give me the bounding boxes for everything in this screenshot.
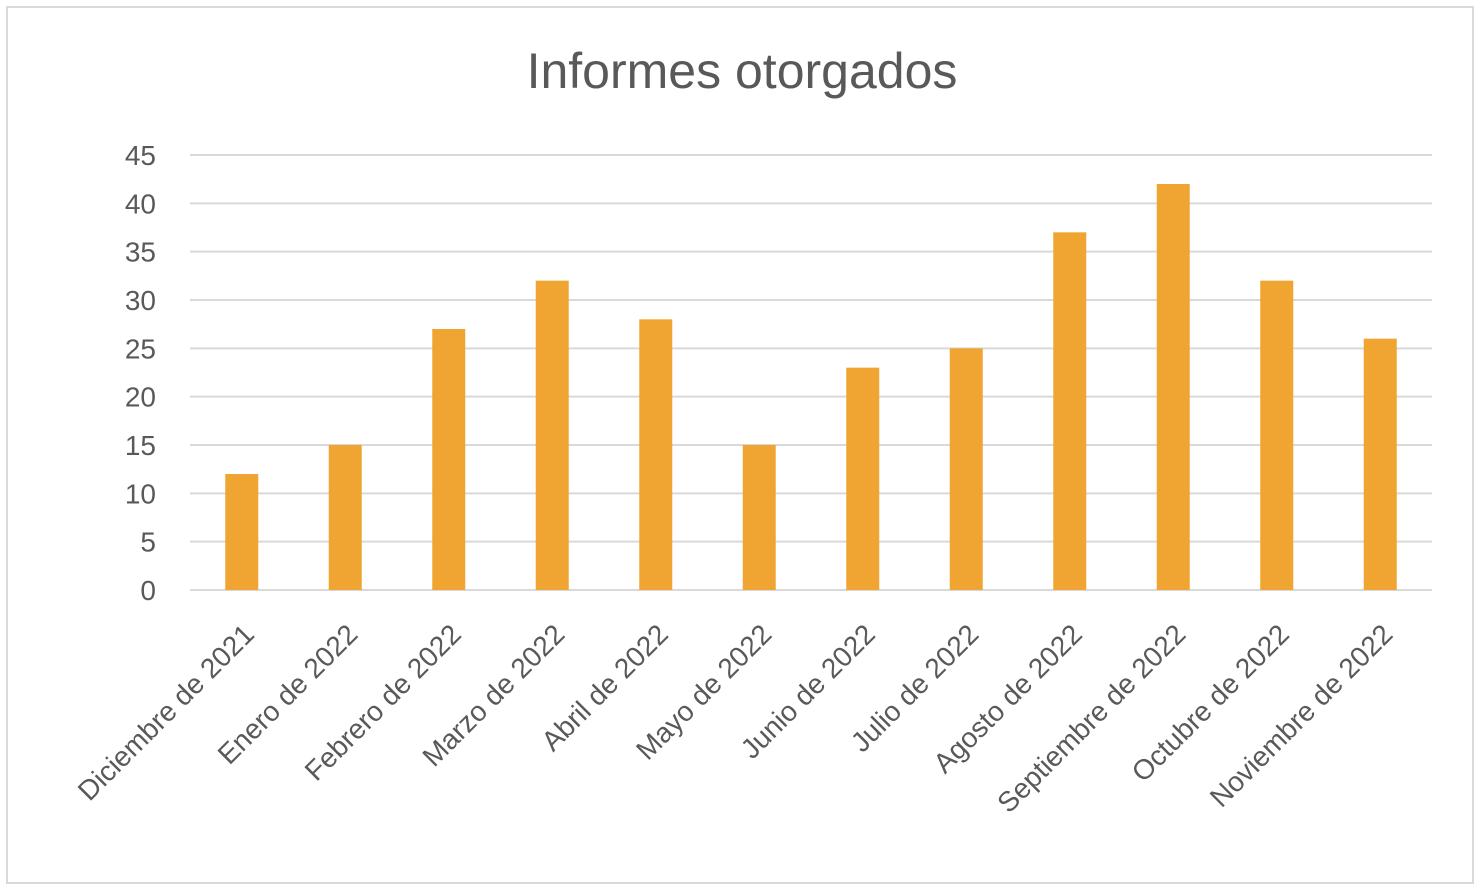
bar xyxy=(743,445,776,590)
y-tick-label: 40 xyxy=(125,188,156,219)
bar xyxy=(846,368,879,590)
x-tick-label: Septiembre de 2022 xyxy=(991,618,1191,818)
bar xyxy=(1157,184,1190,590)
x-tick-label: Diciembre de 2021 xyxy=(72,618,260,806)
bar xyxy=(1260,281,1293,590)
y-tick-label: 35 xyxy=(125,237,156,268)
y-tick-label: 30 xyxy=(125,285,156,316)
y-tick-label: 25 xyxy=(125,333,156,364)
bars xyxy=(225,184,1397,590)
bar xyxy=(536,281,569,590)
y-axis-ticks: 0 5 10 15 20 25 30 35 40 45 xyxy=(125,140,156,606)
chart-title: Informes otorgados xyxy=(527,43,958,99)
gridlines xyxy=(190,155,1432,590)
bar xyxy=(639,319,672,590)
bar xyxy=(225,474,258,590)
y-tick-label: 10 xyxy=(125,478,156,509)
y-tick-label: 45 xyxy=(125,140,156,171)
y-tick-label: 0 xyxy=(140,575,156,606)
bar xyxy=(1364,339,1397,590)
bar xyxy=(1053,232,1086,590)
y-tick-label: 20 xyxy=(125,382,156,413)
x-tick-label: Noviembre de 2022 xyxy=(1204,618,1399,813)
bar xyxy=(329,445,362,590)
bar xyxy=(432,329,465,590)
y-tick-label: 5 xyxy=(140,527,156,558)
bar xyxy=(950,348,983,590)
y-tick-label: 15 xyxy=(125,430,156,461)
